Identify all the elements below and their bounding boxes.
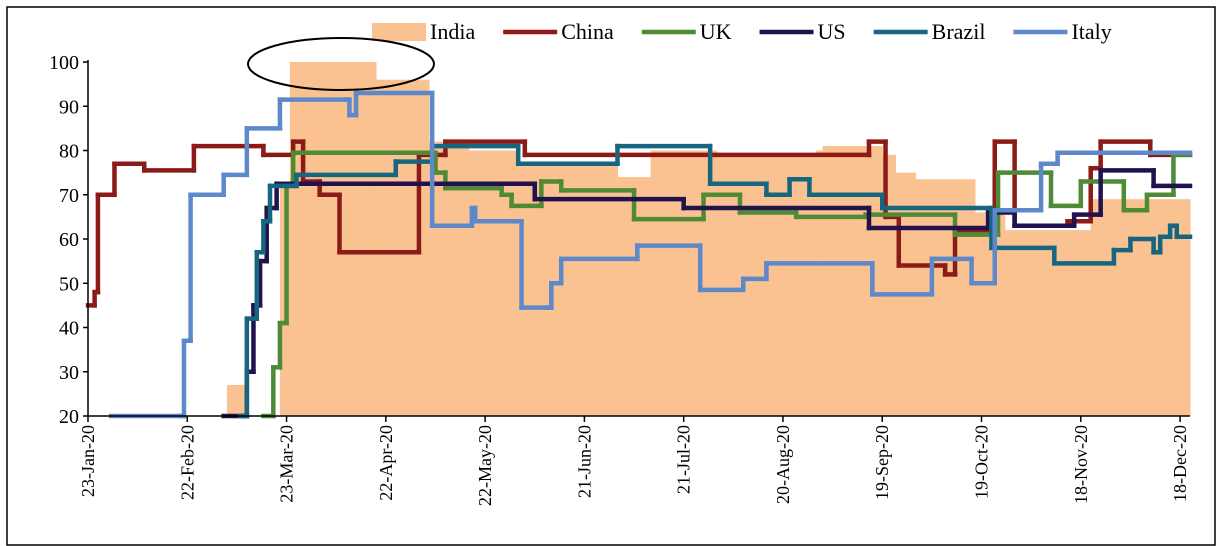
x-tick-label: 22-May-20: [475, 425, 495, 506]
x-tick-label: 21-Jun-20: [574, 425, 594, 498]
y-tick-label: 60: [59, 229, 79, 251]
area-step: [716, 154, 817, 417]
y-tick-label: 80: [59, 141, 79, 163]
area-step: [882, 154, 897, 417]
area-step: [226, 385, 248, 416]
legend-label: India: [430, 19, 475, 44]
x-tick-label: 18-Dec-20: [1170, 425, 1190, 502]
x-tick-label: 18-Nov-20: [1071, 425, 1091, 504]
y-tick-label: 20: [59, 406, 79, 428]
area-step: [518, 163, 619, 416]
legend-label: US: [818, 19, 846, 44]
area-layer: [226, 62, 1191, 417]
highlight-ellipse: [247, 37, 435, 91]
x-tick-label: 23-Jan-20: [78, 425, 98, 497]
x-tick-label: 21-Jul-20: [674, 425, 694, 494]
y-tick-label: 70: [59, 185, 79, 207]
x-tick-label: 22-Feb-20: [177, 425, 197, 500]
x-tick-label: 23-Mar-20: [277, 425, 297, 503]
line-series: [261, 150, 1193, 419]
legend-label: Italy: [1071, 19, 1111, 44]
legend-swatch: [372, 23, 426, 41]
legend-label: China: [561, 19, 614, 44]
y-tick-label: 30: [59, 362, 79, 384]
x-tick-label: 19-Sep-20: [872, 425, 892, 500]
area-series: [226, 62, 1191, 417]
y-tick-label: 90: [59, 96, 79, 118]
legend-label: UK: [700, 19, 732, 44]
area-step: [1004, 230, 1092, 416]
x-tick-label: 20-Aug-20: [773, 425, 793, 504]
y-tick-label: 100: [49, 52, 79, 74]
area-step: [915, 179, 976, 416]
area-step: [375, 79, 430, 416]
line-series: [237, 143, 1193, 419]
area-step: [650, 150, 718, 416]
x-tick-label: 22-Apr-20: [376, 425, 396, 501]
line-layer: [85, 90, 1193, 419]
y-tick-label: 50: [59, 273, 79, 295]
legend-label: Brazil: [932, 19, 986, 44]
area-step: [816, 150, 824, 416]
x-tick-label: 19-Oct-20: [972, 425, 992, 499]
area-step: [1090, 199, 1191, 416]
area-step: [289, 62, 377, 416]
y-tick-label: 40: [59, 318, 79, 340]
